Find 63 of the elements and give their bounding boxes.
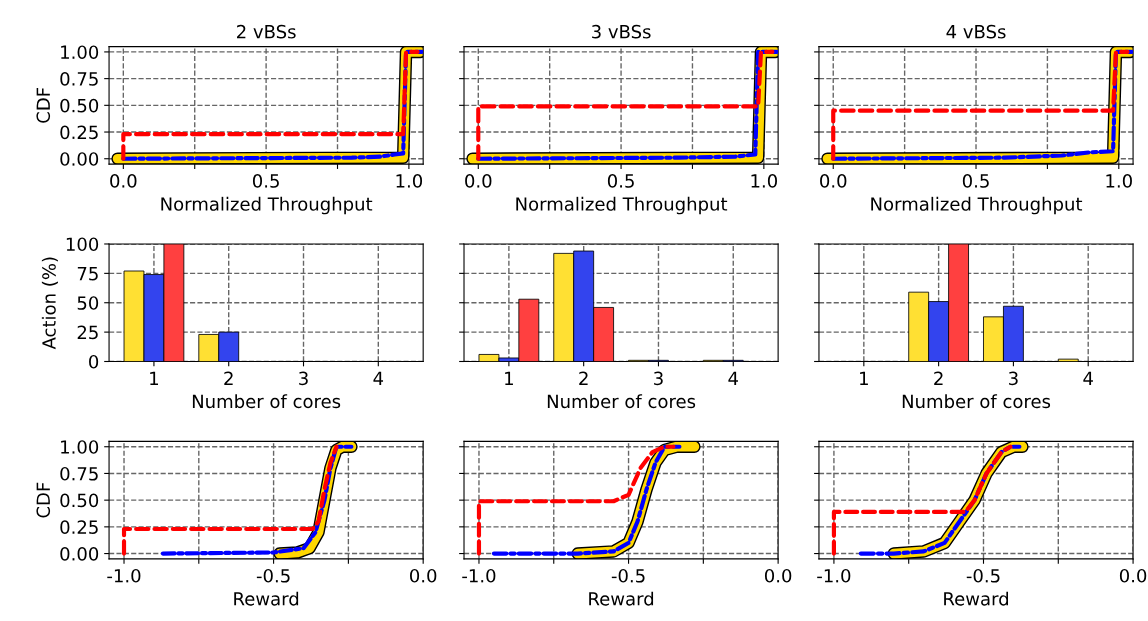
x-axis-title: Number of cores (192, 394, 341, 409)
x-tick-label: 0.0 (410, 568, 437, 583)
x-tick-label: 0.5 (962, 174, 989, 188)
x-axis-title: Number of cores (902, 394, 1051, 409)
y-tick-label: 0 (89, 354, 99, 369)
chart-title: 2 vBSs (237, 24, 296, 39)
x-tick-label: 2 (224, 371, 233, 385)
x-axis-title: Number of cores (547, 394, 696, 409)
x-tick-label: 0.0 (1119, 568, 1147, 583)
x-tick-label: 0.0 (820, 174, 847, 188)
x-axis-title: Reward (234, 591, 299, 606)
x-tick-label: -0.5 (256, 568, 290, 583)
x-tick-label: 1.0 (1106, 174, 1132, 188)
x-axis-title: Normalized Throughput (161, 196, 373, 215)
y-tick-label: 50 (77, 296, 99, 310)
x-axis-title: Reward (589, 591, 654, 606)
y-axis-title: CDF (36, 87, 51, 123)
y-tick-label: 0.00 (60, 152, 99, 166)
bar (1057, 358, 1079, 362)
x-tick-label: 4 (1083, 371, 1093, 385)
x-tick-label: 1.0 (751, 174, 778, 188)
y-tick-label: 0.50 (60, 98, 99, 113)
y-tick-label: 1.00 (61, 440, 99, 454)
x-tick-label: 1 (505, 371, 513, 385)
y-tick-label: 0.75 (60, 72, 98, 86)
line-series (160, 444, 354, 556)
x-tick-label: -1.0 (462, 568, 496, 583)
y-tick-label: 100 (66, 237, 99, 252)
y-tick-label: 0.50 (60, 493, 99, 508)
x-tick-label: 1 (150, 371, 159, 385)
x-tick-label: 0.5 (607, 174, 634, 188)
x-tick-label: -0.5 (611, 568, 645, 583)
x-tick-label: -0.5 (966, 568, 1000, 583)
y-tick-label: 0.00 (60, 547, 99, 561)
x-tick-label: -1.0 (817, 568, 851, 583)
x-tick-label: 2 (579, 371, 588, 385)
chart-title: 4 vBSs (946, 24, 1006, 39)
line-series (121, 444, 339, 556)
x-tick-label: 0.0 (465, 174, 492, 188)
x-tick-label: 2 (934, 371, 943, 385)
x-axis-title: Normalized Throughput (871, 196, 1083, 215)
x-tick-label: 4 (728, 371, 738, 385)
x-tick-label: 3 (299, 371, 308, 386)
chart-title: 3 vBSs (592, 24, 651, 39)
x-axis-title: Reward (944, 591, 1008, 606)
y-tick-label: 75 (77, 267, 98, 281)
x-tick-label: 1 (860, 371, 868, 385)
y-tick-label: 0.25 (60, 520, 98, 534)
y-tick-label: 0.75 (60, 466, 98, 481)
x-tick-label: -1.0 (107, 568, 141, 583)
x-tick-label: 4 (373, 371, 384, 385)
x-tick-label: 0.0 (764, 568, 792, 583)
x-tick-label: 0.5 (252, 174, 279, 188)
y-axis-title: CDF (36, 482, 51, 518)
y-tick-label: 0.25 (60, 125, 98, 140)
x-tick-label: 0.0 (110, 174, 137, 188)
y-axis-title: Action (%) (41, 257, 58, 350)
x-tick-label: 3 (1009, 371, 1018, 386)
x-tick-label: 3 (654, 371, 663, 386)
x-tick-label: 1.0 (396, 174, 423, 188)
x-axis-title: Normalized Throughput (516, 196, 728, 215)
y-tick-label: 1.00 (61, 45, 99, 60)
y-tick-label: 25 (77, 325, 98, 340)
